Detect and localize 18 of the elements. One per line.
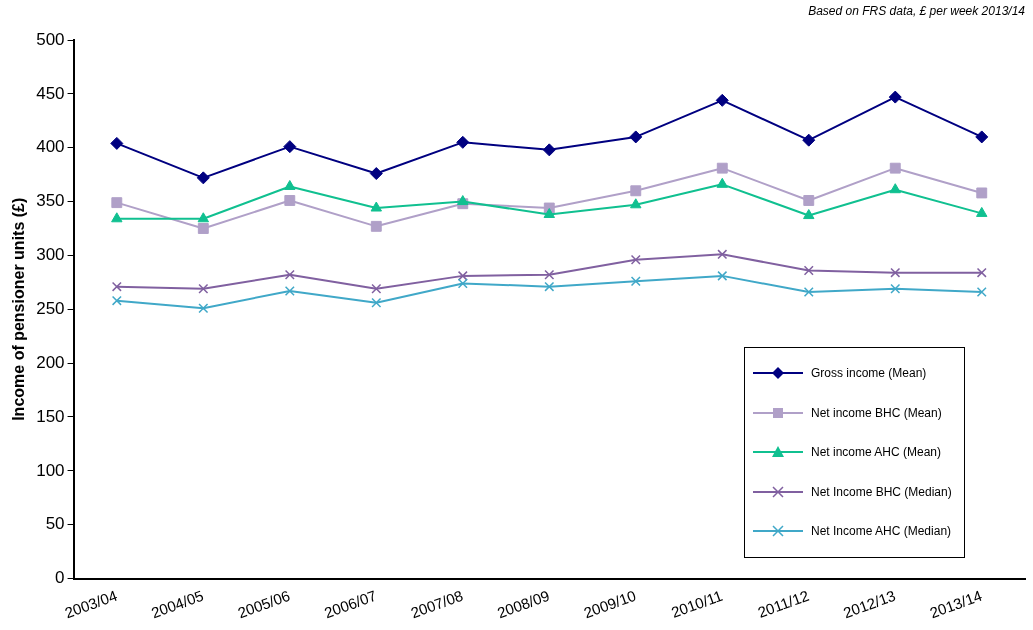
y-tick-label: 150 xyxy=(36,406,65,426)
y-tick-label: 350 xyxy=(36,191,65,211)
y-tick-label: 400 xyxy=(36,137,65,157)
legend-label: Net Income AHC (Median) xyxy=(811,524,952,539)
legend-label: Gross income (Mean) xyxy=(811,366,927,381)
y-axis-title: Income of pensioner units (£) xyxy=(10,197,28,421)
legend-label: Net income AHC (Mean) xyxy=(811,445,942,460)
y-tick-label: 100 xyxy=(36,460,65,480)
legend-label: Net Income BHC (Median) xyxy=(811,484,952,499)
y-tick-label: 0 xyxy=(55,568,65,588)
y-tick-label: 50 xyxy=(45,514,65,534)
legend-label: Net income BHC (Mean) xyxy=(811,405,942,420)
text: Based on FRS data, £ per week 2013/14 xyxy=(808,4,1025,18)
y-tick-label: 300 xyxy=(36,245,65,265)
y-tick-label: 250 xyxy=(36,298,65,318)
y-tick-label: 450 xyxy=(36,83,65,103)
y-tick-label: 500 xyxy=(36,29,65,49)
y-tick-label: 200 xyxy=(36,352,65,372)
